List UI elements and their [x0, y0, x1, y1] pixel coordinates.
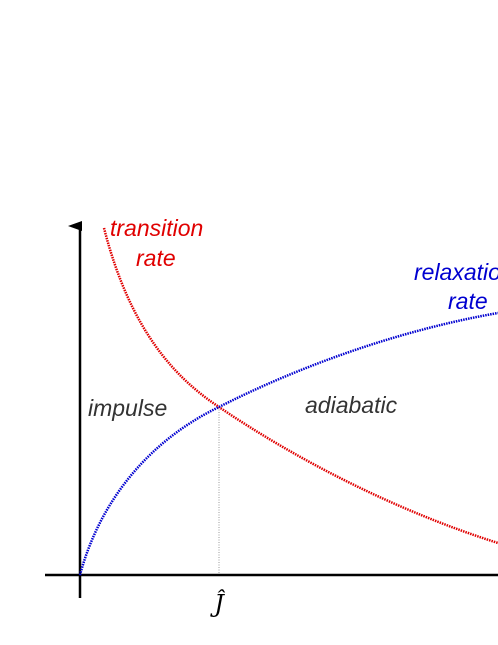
x-marker-label: Ĵ: [209, 589, 225, 618]
region-label: impulse: [88, 395, 167, 421]
curve-label: rate: [448, 288, 488, 314]
curve-label: relaxation: [414, 259, 498, 285]
curve-label: rate: [136, 245, 176, 271]
relaxation-rate-curve: [78, 311, 498, 576]
region-label: adiabatic: [305, 392, 398, 418]
curve-label: transition: [110, 215, 203, 241]
transition-rate-curve: [102, 227, 498, 545]
